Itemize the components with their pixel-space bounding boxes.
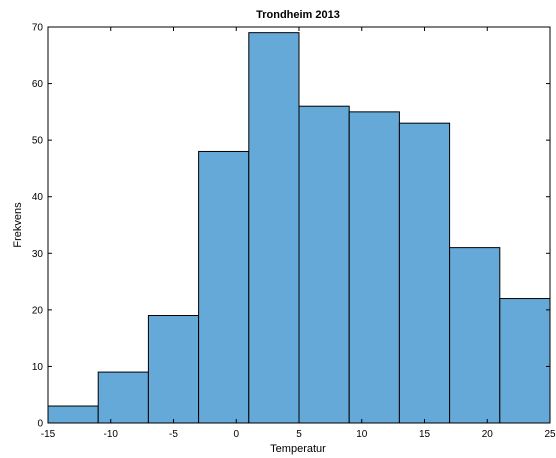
bars-group [47, 32, 551, 424]
y-tick-label: 0 [37, 419, 43, 430]
histogram-bar [348, 111, 400, 424]
histogram-bar [298, 105, 350, 424]
histogram-bar [248, 32, 300, 424]
histogram-bar [449, 247, 501, 424]
x-tick-label: -10 [104, 429, 119, 440]
y-tick-label: 20 [32, 305, 44, 316]
x-tick-label: 25 [544, 429, 556, 440]
x-tick-label: 15 [419, 429, 431, 440]
x-tick-label: -15 [41, 429, 56, 440]
histogram-bar [499, 298, 551, 424]
y-tick-label: 10 [32, 362, 44, 373]
y-tick-label: 70 [32, 23, 44, 34]
x-axis-label: Temperatur [270, 443, 326, 455]
x-tick-label: 5 [296, 429, 302, 440]
x-tick-label: 0 [233, 429, 239, 440]
histogram-bar [147, 315, 200, 424]
x-tick-label: 10 [356, 429, 368, 440]
x-tick-label: 20 [482, 429, 494, 440]
x-tick-label: -5 [169, 429, 178, 440]
histogram-bar [198, 150, 250, 424]
histogram-bar [398, 122, 451, 424]
y-tick-label: 40 [32, 192, 44, 203]
histogram-bar [97, 371, 149, 424]
histogram-bar [47, 405, 99, 424]
plot-frame [47, 26, 551, 424]
chart-title: Trondheim 2013 [256, 9, 340, 21]
y-tick-label: 50 [32, 136, 44, 147]
y-axis-label: Frekvens [12, 202, 24, 248]
y-tick-label: 60 [32, 79, 44, 90]
y-tick-label: 30 [32, 249, 44, 260]
